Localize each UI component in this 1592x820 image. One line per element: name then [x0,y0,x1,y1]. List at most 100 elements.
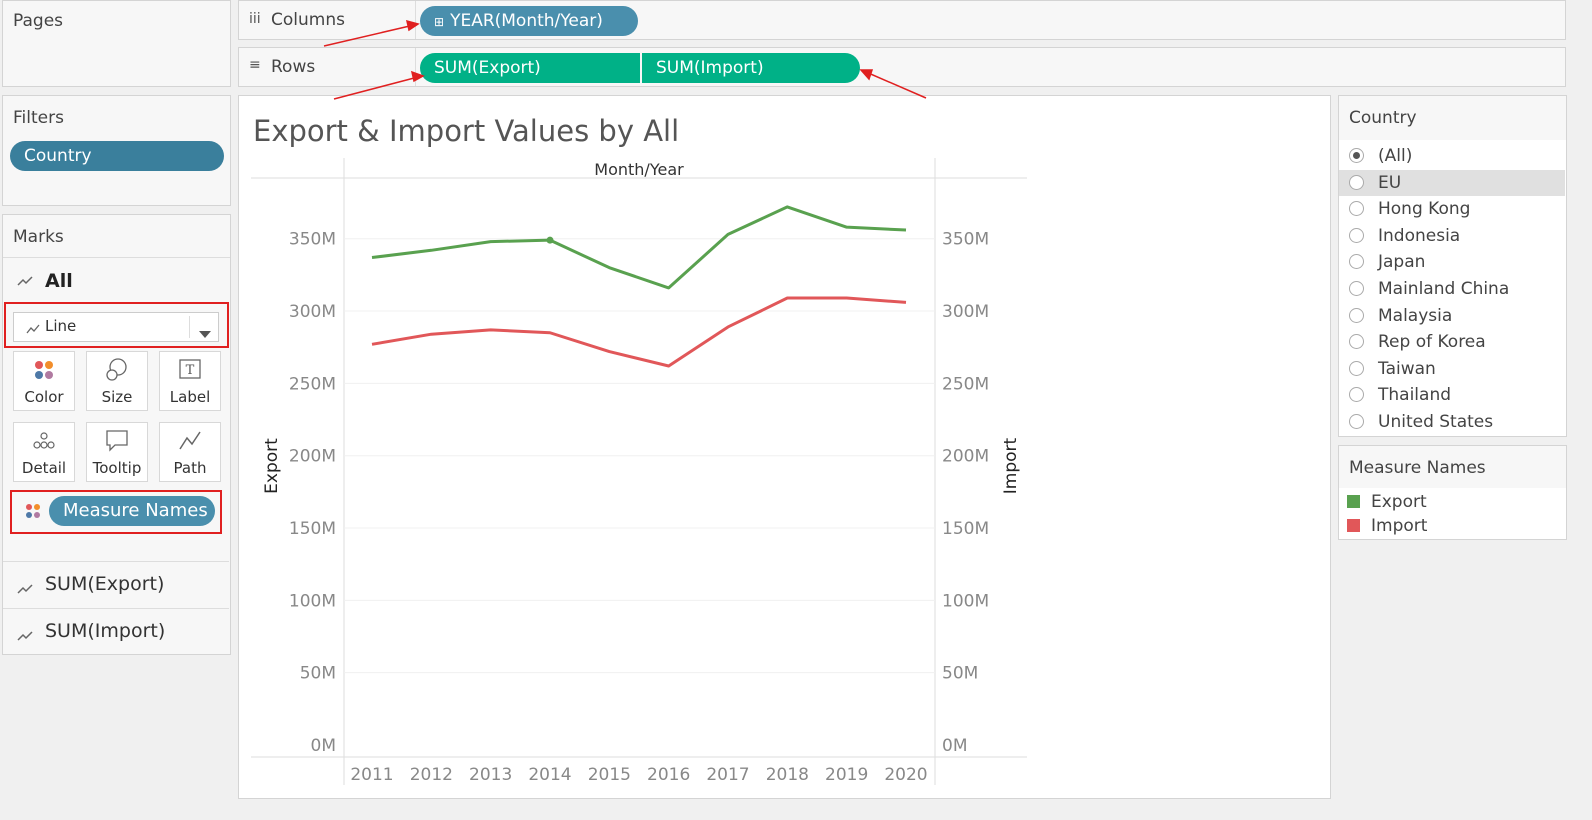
country-filter-card[interactable]: Country (All) EU Hong Kong Indonesia Japan Ma… [1338,95,1567,437]
size-button[interactable]: Size [86,351,148,411]
radio-icon[interactable] [1349,307,1364,323]
expand-icon: ⊞ [434,15,445,29]
path-icon [160,429,220,455]
country-option-label: United States [1378,412,1494,432]
radio-icon[interactable] [1349,334,1364,350]
country-option[interactable]: (All) [1339,143,1565,169]
country-option[interactable]: Thailand [1339,382,1565,408]
country-option-label: EU [1378,172,1402,193]
color-button[interactable]: Color [13,351,75,411]
size-label: Size [101,388,133,406]
filters-title: Filters [13,108,64,128]
country-option-label: Malaysia [1378,305,1453,326]
line-mark-icon [17,272,33,291]
radio-icon[interactable] [1349,201,1364,217]
radio-icon[interactable] [1349,414,1364,429]
country-option-label: Rep of Korea [1378,332,1486,353]
columns-icon: iii [249,11,261,27]
rows-pill-import[interactable]: SUM(Import) [642,53,860,83]
chart-view[interactable]: Export & Import Values by All [238,95,1331,799]
rows-pill-export[interactable]: SUM(Export) [420,53,640,83]
marks-sub-import[interactable]: SUM(Import) [3,608,229,655]
shelf-divider [415,48,416,86]
rows-icon: ≡ [249,57,261,73]
radio-icon[interactable] [1349,360,1364,376]
country-option[interactable]: Rep of Korea [1339,329,1565,355]
annotation-measure-names-box [10,490,222,534]
color-icon [25,503,41,523]
label-label: Label [169,388,211,406]
marks-sub-export[interactable]: SUM(Export) [3,561,229,608]
divider [189,316,190,338]
filter-pill-country[interactable]: Country [10,141,224,171]
country-option[interactable]: Hong Kong [1339,196,1565,222]
marks-title: Marks [13,227,64,247]
radio-icon[interactable] [1349,227,1364,243]
country-option[interactable]: Taiwan [1339,356,1565,382]
mark-type-dropdown[interactable]: Line [13,312,219,342]
marks-panel[interactable]: Marks All Line Color Size T Label [2,214,231,655]
detail-button[interactable]: Detail [13,422,75,482]
path-label: Path [173,459,207,477]
detail-label: Detail [21,459,67,477]
columns-shelf[interactable]: iii Columns ⊞ YEAR(Month/Year) [238,0,1566,40]
tooltip-label: Tooltip [92,459,142,477]
measure-names-legend[interactable]: Measure Names Export Import [1338,445,1567,540]
country-options: (All) EU Hong Kong Indonesia Japan Mainland C… [1339,140,1566,436]
rows-label: Rows [271,57,316,77]
country-option[interactable]: United States [1339,409,1565,435]
divider [3,257,230,258]
columns-label: Columns [271,10,345,30]
legend-body: Export Import [1339,488,1566,539]
country-option[interactable]: Japan [1339,249,1565,275]
marks-sub-import-label: SUM(Import) [45,620,166,642]
shelf-divider [415,1,416,39]
label-button[interactable]: T Label [159,351,221,411]
radio-icon[interactable] [1349,174,1364,190]
filter-pill-label: Country [24,146,92,166]
legend-title: Measure Names [1349,458,1486,478]
country-option[interactable]: EU [1339,169,1565,196]
pages-panel[interactable]: Pages [2,0,231,87]
legend-item-import[interactable]: Import [1339,514,1566,538]
chevron-down-icon[interactable] [199,324,211,343]
filters-panel[interactable]: Filters Country [2,95,231,206]
detail-icon [14,429,74,455]
country-option[interactable]: Mainland China [1339,276,1565,302]
annotation-mark-type-box [4,302,229,348]
marks-all-label[interactable]: All [45,270,73,292]
radio-icon[interactable] [1349,148,1364,163]
radio-icon[interactable] [1349,387,1364,403]
size-icon [87,358,147,384]
rows-shelf[interactable]: ≡ Rows SUM(Export) SUM(Import) [238,47,1566,87]
path-button[interactable]: Path [159,422,221,482]
country-option-label: Indonesia [1378,225,1461,246]
line-mark-icon [17,578,33,600]
svg-text:T: T [186,363,195,378]
country-option[interactable]: Malaysia [1339,303,1565,329]
columns-pill-year[interactable]: ⊞ YEAR(Month/Year) [420,6,638,36]
measure-names-pill-label: Measure Names [63,500,208,521]
rows-pill-import-label: SUM(Import) [656,58,764,78]
legend-swatch-import [1347,519,1360,532]
country-option[interactable]: Indonesia [1339,223,1565,249]
country-option-label: Mainland China [1378,279,1510,299]
legend-swatch-export [1347,495,1360,508]
country-option-label: Hong Kong [1378,199,1471,220]
chart-title: Export & Import Values by All [253,114,680,148]
radio-icon[interactable] [1349,281,1364,296]
pages-title: Pages [13,11,64,31]
mark-type-label: Line [45,317,77,335]
country-option-label: Taiwan [1378,358,1436,379]
columns-pill-label: YEAR(Month/Year) [450,11,603,31]
tooltip-button[interactable]: Tooltip [86,422,148,482]
color-icon [14,358,74,384]
measure-names-pill[interactable]: Measure Names [49,496,215,526]
legend-label-export: Export [1371,492,1427,512]
marks-sub-export-label: SUM(Export) [45,573,165,595]
legend-item-export[interactable]: Export [1339,490,1566,514]
country-option-label: Thailand [1378,385,1452,406]
radio-icon[interactable] [1349,254,1364,270]
color-label: Color [24,388,64,406]
country-filter-title: Country [1349,108,1417,128]
